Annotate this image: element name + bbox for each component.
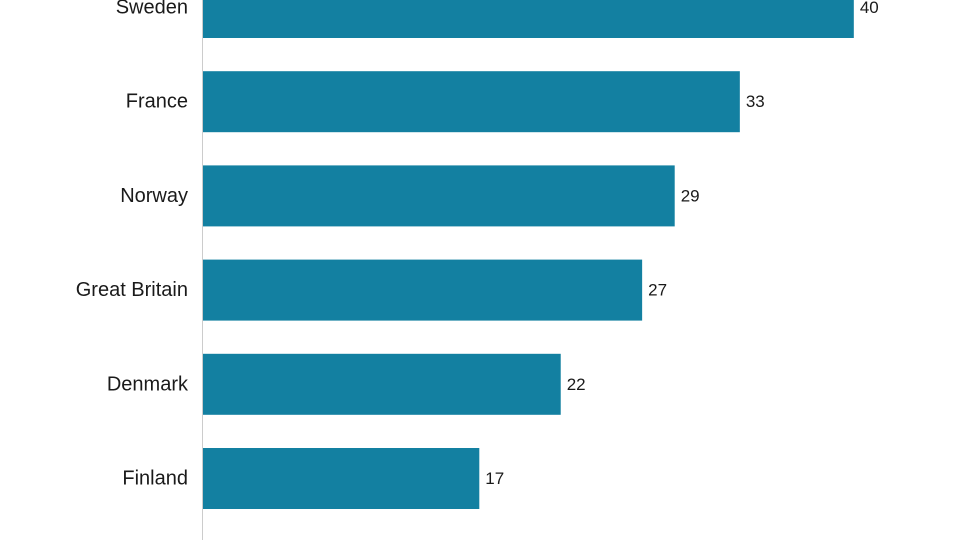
bar-finland — [202, 448, 480, 509]
category-label-great-britain: Great Britain — [76, 279, 188, 301]
value-labels-group: 40 33 29 27 22 17 — [485, 0, 878, 488]
category-label-sweden: Sweden — [116, 0, 188, 19]
value-label-finland: 17 — [485, 469, 504, 488]
bar-france — [202, 71, 740, 133]
bar-sweden — [202, 0, 854, 38]
category-label-denmark: Denmark — [107, 373, 189, 395]
category-label-finland: Finland — [122, 468, 188, 490]
category-label-france: France — [126, 91, 188, 113]
bars-group — [202, 0, 854, 509]
value-label-norway: 29 — [681, 186, 700, 205]
bar-norway — [202, 165, 675, 227]
value-label-denmark: 22 — [567, 375, 586, 394]
category-label-norway: Norway — [120, 185, 188, 207]
value-label-great-britain: 27 — [648, 281, 667, 300]
category-labels-group: Sweden France Norway Great Britain Denmark Fi… — [76, 0, 189, 490]
bar-great-britain — [202, 259, 643, 321]
value-label-france: 33 — [746, 92, 765, 111]
value-label-sweden: 40 — [860, 0, 879, 17]
bar-denmark — [202, 353, 561, 415]
